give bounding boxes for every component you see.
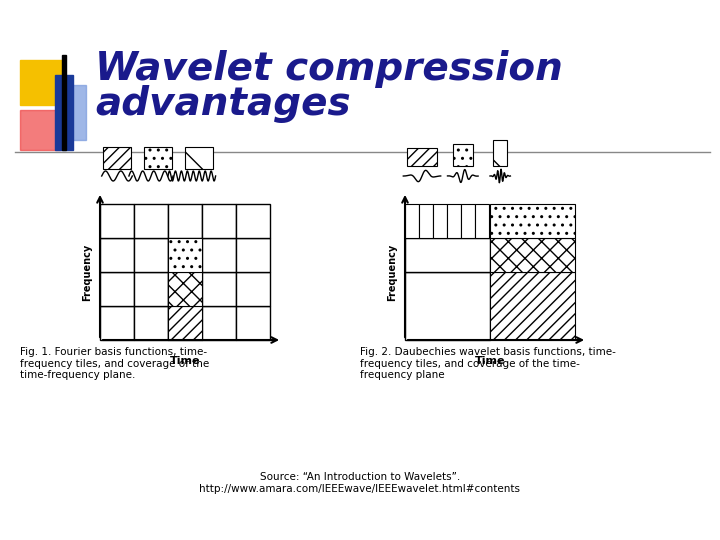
Bar [405,238,490,272]
Bar [144,147,172,169]
Bar [168,272,202,306]
Bar [134,272,168,306]
Text: Frequency: Frequency [82,244,92,301]
Bar [236,306,270,340]
Bar [407,148,437,166]
Bar [134,204,168,238]
Bar [433,204,447,238]
Bar [168,238,202,272]
Bar [100,306,134,340]
Text: Time: Time [474,356,505,366]
Bar [202,272,236,306]
Bar [493,140,507,166]
Bar [475,204,489,238]
Bar [103,147,131,169]
Bar [20,60,65,105]
Text: Frequency: Frequency [387,244,397,301]
Bar [100,272,134,306]
Bar [184,147,212,169]
Bar [461,204,475,238]
Bar [100,238,134,272]
Bar [490,272,575,340]
Bar [202,306,236,340]
Bar [62,55,66,150]
Bar [490,238,575,272]
Text: Source: “An Introduction to Wavelets”.
http://www.amara.com/IEEEwave/IEEEwavelet: Source: “An Introduction to Wavelets”. h… [199,472,521,494]
Bar [55,75,73,150]
Bar [100,204,134,238]
Bar [66,85,86,140]
Text: Fig. 1. Fourier basis functions, time-
frequency tiles, and coverage of the
time: Fig. 1. Fourier basis functions, time- f… [20,347,210,380]
Text: Wavelet compression: Wavelet compression [95,50,563,88]
Bar [134,306,168,340]
Bar [236,204,270,238]
Bar [20,110,60,150]
Bar [447,204,461,238]
Bar [236,272,270,306]
Bar [168,306,202,340]
Text: advantages: advantages [95,85,351,123]
Text: Fig. 2. Daubechies wavelet basis functions, time-
frequency tiles, and coverage : Fig. 2. Daubechies wavelet basis functio… [360,347,616,380]
Text: Time: Time [170,356,200,366]
Bar [168,306,202,340]
Bar [134,238,168,272]
Bar [202,204,236,238]
Bar [168,272,202,306]
Bar [236,238,270,272]
Bar [405,272,490,340]
Bar [490,204,575,238]
Bar [168,204,202,238]
Bar [202,238,236,272]
Bar [453,144,473,166]
Bar [168,238,202,272]
Bar [419,204,433,238]
Bar [405,204,419,238]
